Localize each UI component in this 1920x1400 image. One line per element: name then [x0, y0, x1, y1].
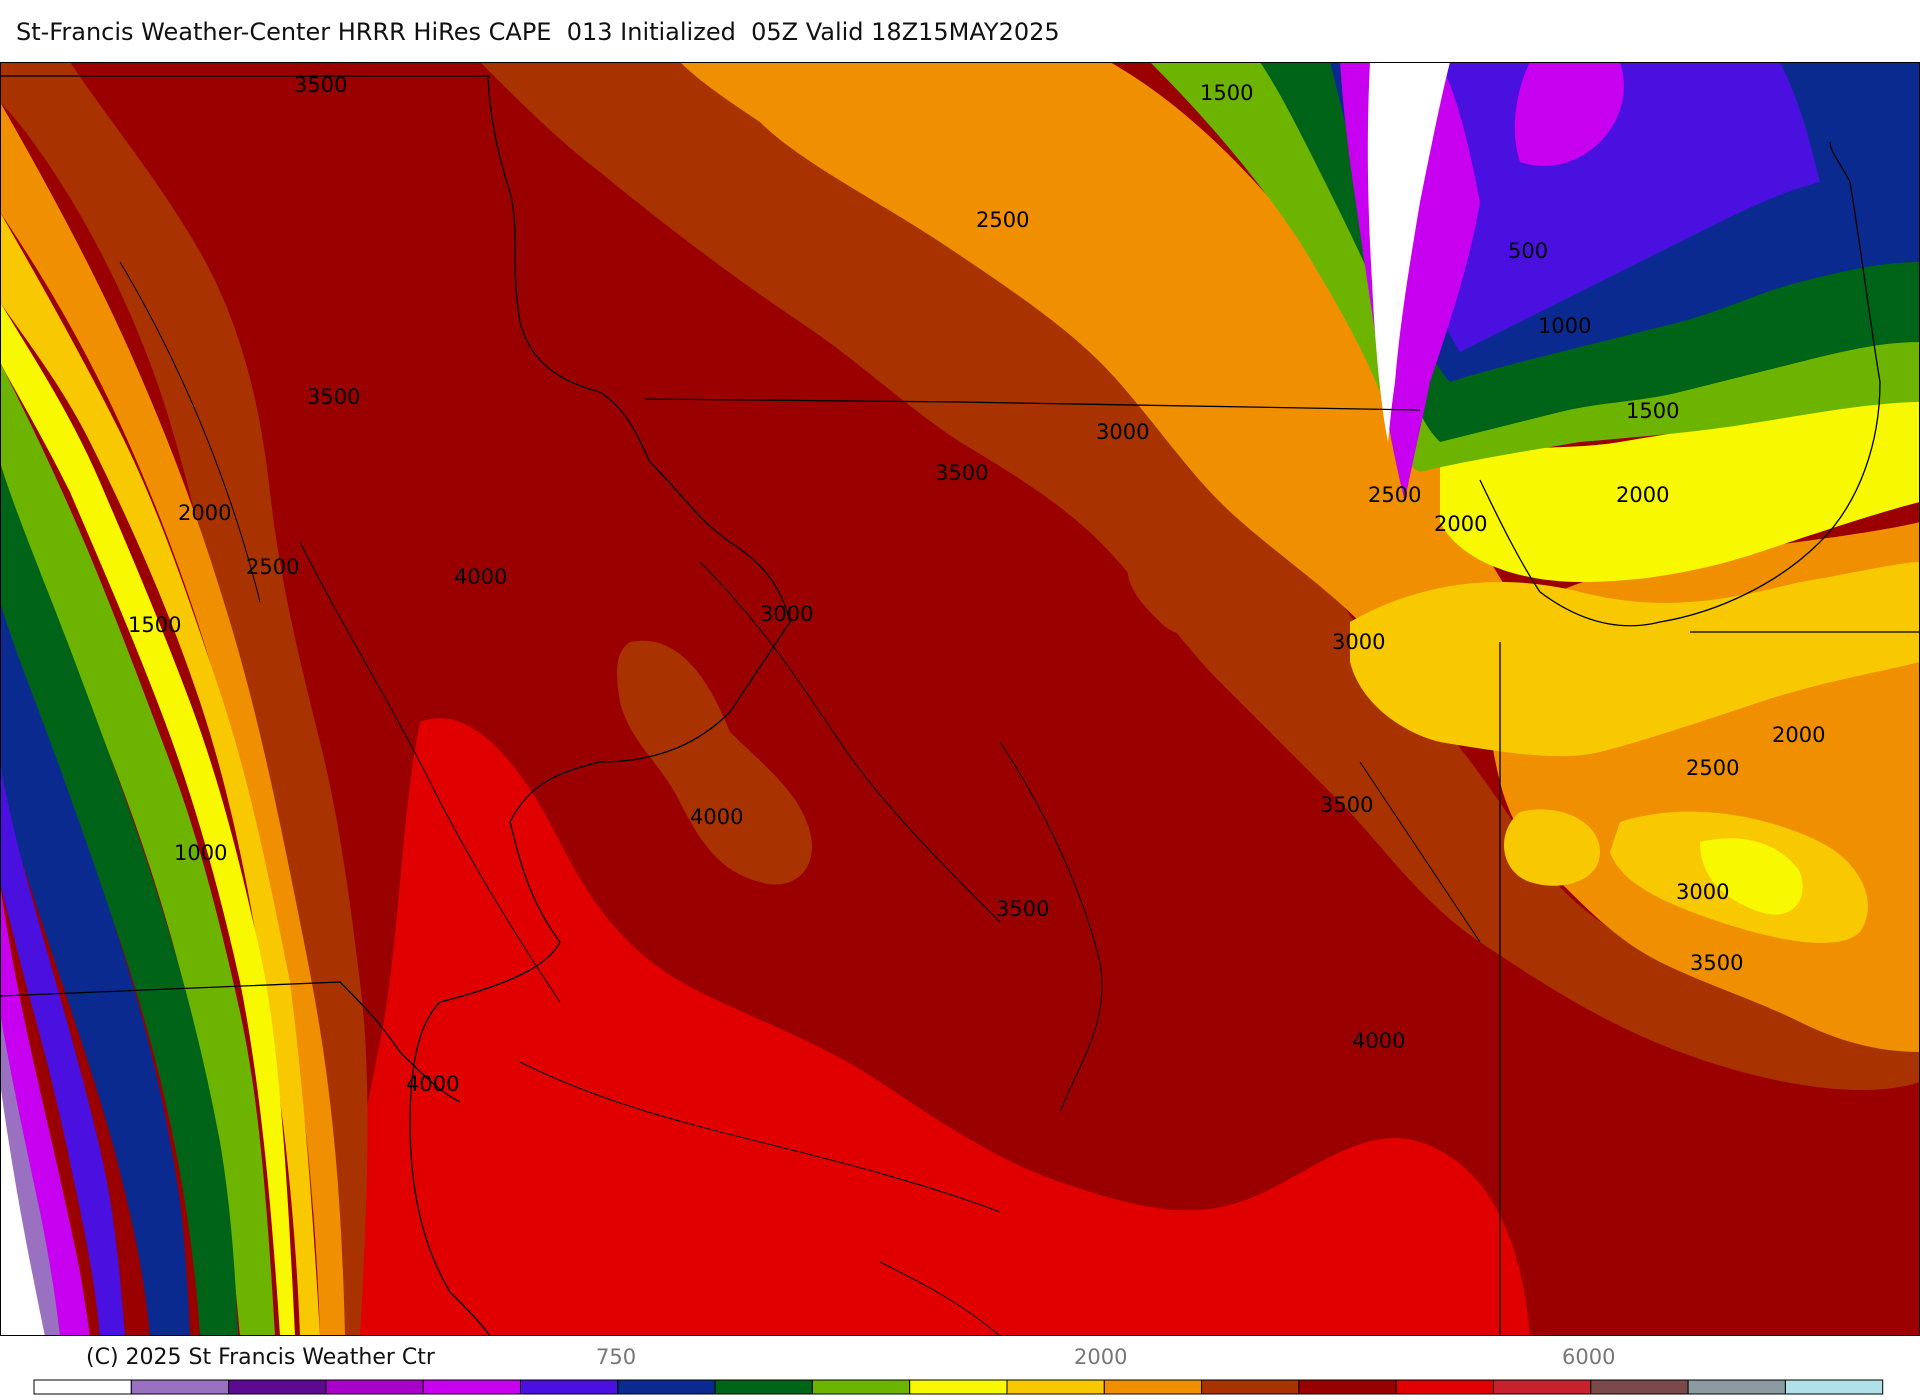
field-1000-1500-left [0, 362, 275, 1336]
field-2500-3000-left [0, 102, 345, 1336]
field-4000-plus [330, 718, 1530, 1336]
field-3000-blob [617, 640, 812, 885]
contour-label: 4000 [406, 1072, 459, 1096]
contour-label: 3500 [996, 897, 1049, 921]
legend-swatch [325, 1379, 424, 1395]
contour-label: 3000 [1332, 630, 1385, 654]
contour-label-layer: 3500 1500 2500 500 1000 1500 3500 3000 3… [128, 73, 1825, 1096]
contour-label: 1500 [1200, 81, 1253, 105]
contour-label: 2000 [1616, 483, 1669, 507]
contour-label: 2000 [1772, 723, 1825, 747]
legend-swatch [1784, 1379, 1884, 1395]
field-2000-2500-right [1350, 562, 1920, 757]
field-3000-3500-right [480, 62, 1920, 1091]
legend-swatch [33, 1379, 132, 1395]
field-3000-blob2 [1127, 549, 1202, 636]
legend-swatch [228, 1379, 327, 1395]
color-legend: (C) 2025 St Francis Weather Ctr 750 2000… [33, 1345, 1884, 1395]
legend-swatch [1493, 1379, 1592, 1395]
field-750-1000-left [0, 462, 238, 1336]
contour-label: 3500 [294, 73, 347, 97]
field-1500-2000-right2 [1700, 838, 1803, 915]
contour-label: 1000 [1538, 314, 1591, 338]
legend-color-bar [33, 1379, 1884, 1395]
field-500-750-left [0, 602, 190, 1336]
contour-label: 1500 [128, 613, 181, 637]
legend-swatch [1103, 1379, 1203, 1395]
field-2000-2500-blob [1503, 809, 1600, 886]
contour-label: 3000 [760, 602, 813, 626]
field-100-250-left [0, 882, 90, 1336]
contour-label: 4000 [690, 805, 743, 829]
legend-swatch [130, 1379, 230, 1395]
contour-lines [119, 261, 1481, 1336]
contour-label: 3500 [307, 385, 360, 409]
contour-label: 3500 [935, 461, 988, 485]
contour-label: 2000 [178, 501, 231, 525]
field-250-500-right [1380, 62, 1820, 352]
legend-swatch [714, 1379, 813, 1395]
field-250-500-left [0, 762, 125, 1336]
legend-swatch [1395, 1379, 1494, 1395]
contour-label: 3000 [1096, 420, 1149, 444]
legend-swatch [1590, 1379, 1689, 1395]
legend-swatch [1201, 1379, 1300, 1395]
contour-label: 2500 [1686, 756, 1739, 780]
map-title: St-Francis Weather-Center HRRR HiRes CAP… [16, 18, 1060, 46]
cape-map: 3500 1500 2500 500 1000 1500 3500 3000 3… [0, 62, 1920, 1336]
legend-swatch [617, 1379, 716, 1395]
field-100-250-right2 [1514, 62, 1624, 166]
copyright-text: (C) 2025 St Francis Weather Ctr [86, 1345, 436, 1370]
contour-label: 3500 [1690, 951, 1743, 975]
contour-label: 500 [1508, 239, 1548, 263]
contour-label: 3000 [1676, 880, 1729, 904]
field-1500-2000-left [0, 302, 295, 1336]
legend-swatch [811, 1379, 911, 1395]
legend-swatch [1687, 1379, 1786, 1395]
boundary-lines [0, 75, 1920, 1336]
legend-tick-label: 2000 [1074, 1345, 1127, 1369]
field-2000-2500-left [0, 212, 320, 1336]
legend-tick-label: 6000 [1562, 1345, 1615, 1369]
field-0-50-right [1367, 62, 1450, 442]
field-0-50-left [0, 1082, 45, 1336]
contour-label: 2500 [246, 555, 299, 579]
legend-swatch [422, 1379, 522, 1395]
contour-label: 1500 [1626, 399, 1679, 423]
legend-swatch [909, 1379, 1008, 1395]
contour-label: 3500 [1320, 793, 1373, 817]
contour-label: 4000 [454, 565, 507, 589]
field-1500-2000-right [1440, 402, 1920, 582]
contour-label: 4000 [1352, 1029, 1405, 1053]
contour-label: 2000 [1434, 512, 1487, 536]
legend-tick-label: 750 [596, 1345, 636, 1369]
legend-swatch [1298, 1379, 1397, 1395]
contour-label: 2500 [1368, 483, 1421, 507]
contour-label: 1000 [174, 841, 227, 865]
contour-label: 2500 [976, 208, 1029, 232]
legend-swatch [1006, 1379, 1105, 1395]
legend-swatch [520, 1379, 619, 1395]
